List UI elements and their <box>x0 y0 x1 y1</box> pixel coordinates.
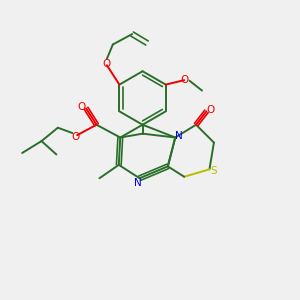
Text: S: S <box>211 166 217 176</box>
Text: O: O <box>207 105 215 115</box>
Text: N: N <box>175 131 183 141</box>
Text: O: O <box>102 59 110 69</box>
Text: O: O <box>77 102 86 112</box>
Text: N: N <box>134 178 142 188</box>
Text: O: O <box>72 132 80 142</box>
Text: O: O <box>181 75 189 85</box>
